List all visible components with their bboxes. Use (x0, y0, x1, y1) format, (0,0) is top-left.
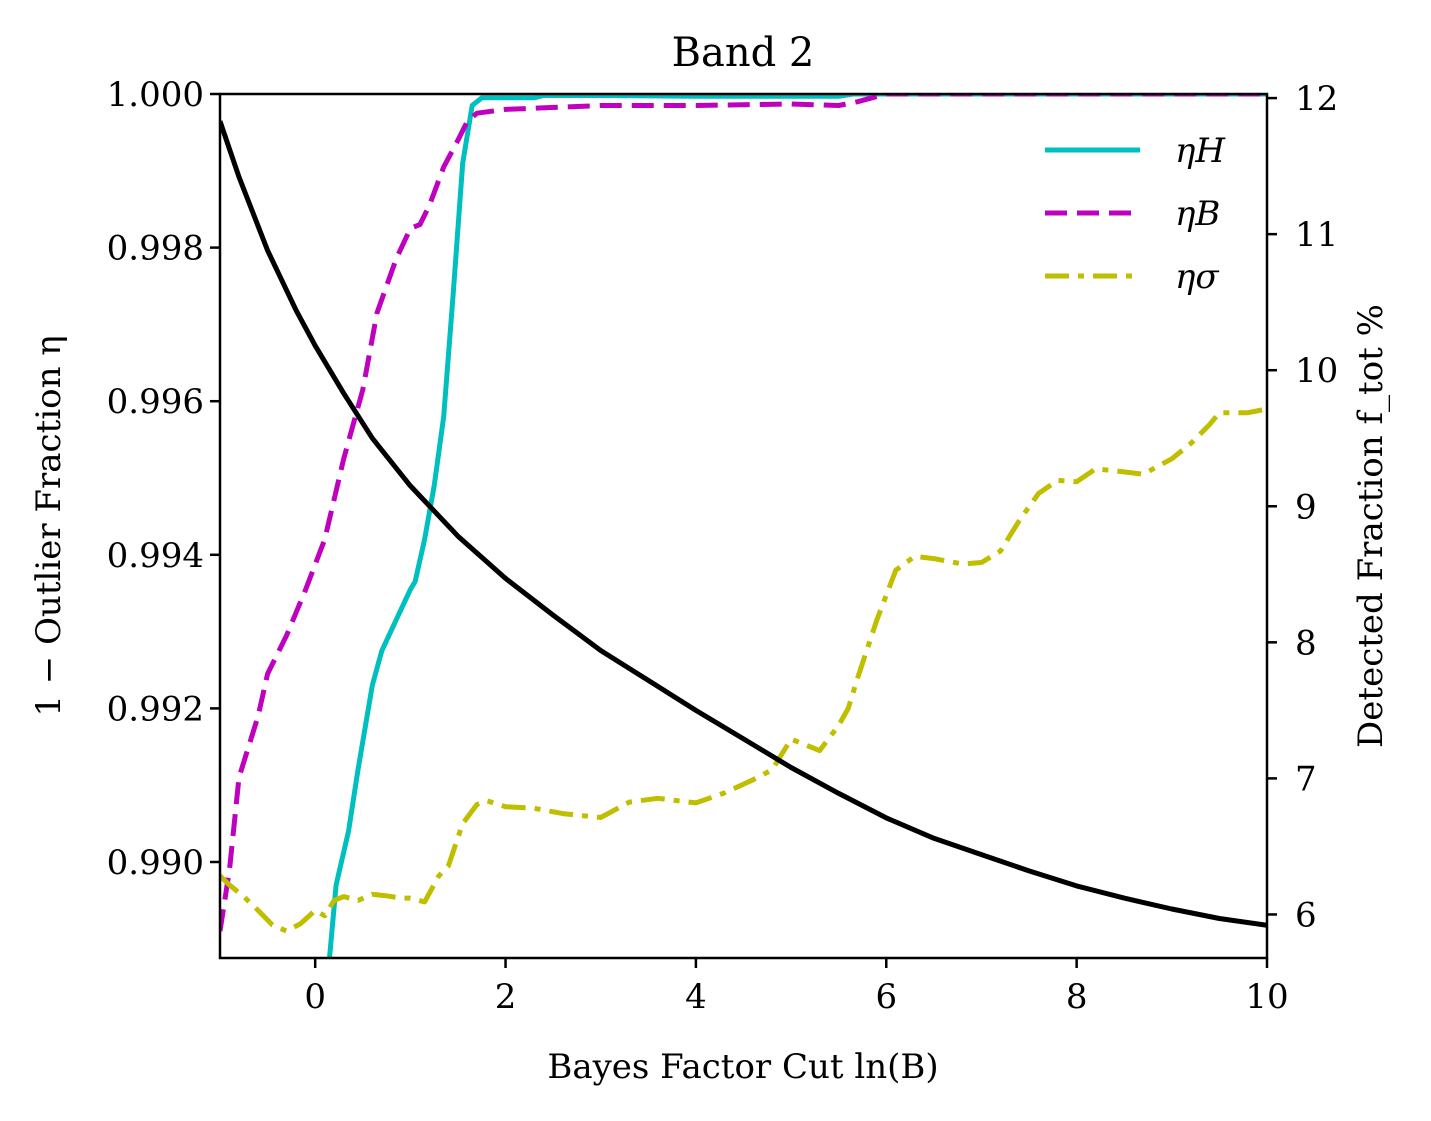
right-y-tick-label: 9 (1295, 487, 1317, 527)
right-y-axis: 6 7 8 9 10 11 12 (1267, 79, 1338, 935)
left-y-axis: 0.990 0.992 0.994 0.996 0.998 1.000 (107, 75, 220, 883)
right-y-tick-label: 8 (1295, 623, 1317, 663)
legend-label-1: ηB (1175, 194, 1220, 234)
series-line-2 (220, 406, 1267, 934)
x-tick-label: 4 (685, 977, 707, 1017)
legend-label-2: ησ (1175, 257, 1219, 297)
right-y-tick-label: 11 (1295, 215, 1338, 255)
series-line-0 (327, 94, 1267, 958)
left-y-tick-label: 0.998 (107, 229, 204, 269)
right-y-tick-label: 10 (1295, 351, 1338, 391)
legend-label-0: ηH (1175, 131, 1226, 171)
left-y-axis-label: 1 − Outlier Fraction η (29, 335, 69, 716)
right-y-tick-label: 7 (1295, 759, 1317, 799)
x-tick-label: 8 (1066, 977, 1088, 1017)
right-y-axis-label: Detected Fraction f_tot % (1351, 304, 1391, 748)
legend: ηH ηB ησ (1045, 131, 1226, 297)
x-tick-label: 2 (495, 977, 517, 1017)
left-y-tick-label: 1.000 (107, 75, 204, 115)
chart-title: Band 2 (672, 30, 815, 76)
series-line-1 (220, 94, 1267, 932)
x-axis-label: Bayes Factor Cut ln(B) (547, 1047, 938, 1087)
x-tick-label: 0 (304, 977, 326, 1017)
series-line-3 (220, 120, 1267, 928)
plot-area (220, 94, 1267, 958)
x-axis: 0 2 4 6 8 10 (304, 958, 1289, 1017)
x-tick-label: 6 (875, 977, 897, 1017)
left-y-tick-label: 0.996 (107, 382, 204, 422)
x-tick-label: 10 (1245, 977, 1288, 1017)
right-y-tick-label: 12 (1295, 79, 1338, 119)
left-y-tick-label: 0.990 (107, 843, 204, 883)
right-y-tick-label: 6 (1295, 895, 1317, 935)
left-y-tick-label: 0.992 (107, 689, 204, 729)
left-y-tick-label: 0.994 (107, 536, 204, 576)
plot-frame (218, 92, 1269, 960)
